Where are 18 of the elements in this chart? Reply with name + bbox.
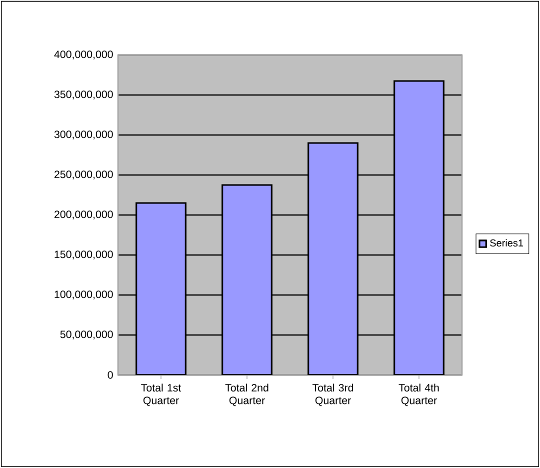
x-tick-label: Total 3rd Quarter [312,384,354,406]
bar [136,202,186,375]
y-tick-label: 100,000,000 [54,290,113,300]
y-tick-label: 300,000,000 [54,130,113,140]
y-tick-label: 350,000,000 [54,90,113,100]
bar [394,80,444,375]
bar [222,184,272,375]
y-tick-label: 0 [108,371,113,379]
x-tick-label: Total 2nd Quarter [225,384,268,406]
y-tick-label: 200,000,000 [54,210,113,220]
y-tick-label: 400,000,000 [54,50,113,60]
y-tick-label: 150,000,000 [54,250,113,260]
y-tick-label: 50,000,000 [60,330,113,340]
x-tick-label: Total 1st Quarter [141,384,182,406]
legend-label: Series1 [490,239,524,247]
y-tick-label: 250,000,000 [54,170,113,180]
bar [308,142,358,375]
x-tick-label: Total 4th Quarter [398,384,439,406]
